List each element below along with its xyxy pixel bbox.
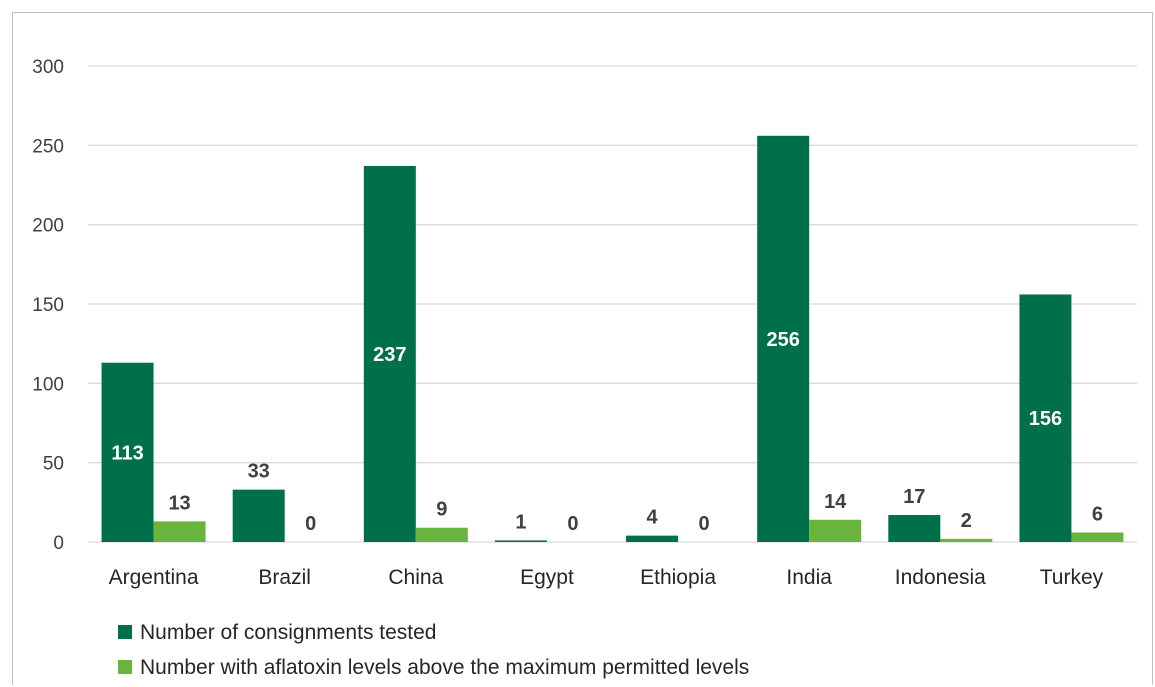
y-tick-label: 50 <box>43 454 64 475</box>
bar-argentina-series-2 <box>153 521 206 542</box>
data-label: 113 <box>111 442 143 464</box>
data-label: 6 <box>1092 503 1103 525</box>
data-label: 17 <box>903 486 925 508</box>
legend-swatch-1 <box>118 625 132 639</box>
bar-india-series-1 <box>757 135 810 542</box>
bar-egypt-series-1 <box>494 540 547 542</box>
y-axis: 0 50 100 150 200 250 300 <box>32 57 64 554</box>
data-label: 4 <box>647 507 659 529</box>
y-tick-label: 100 <box>32 374 64 395</box>
x-axis: Argentina Brazil China Egypt Ethiopia India In… <box>109 566 1104 589</box>
data-label: 0 <box>699 513 710 535</box>
y-tick-label: 200 <box>32 216 64 237</box>
bar-ethiopia-series-1 <box>626 535 679 542</box>
data-label: 237 <box>373 344 406 366</box>
data-labels: 113 13 33 0 237 9 1 0 4 0 256 14 17 2 156 6 <box>111 329 1103 535</box>
y-tick-label: 250 <box>32 136 64 157</box>
data-label: 9 <box>436 499 447 521</box>
data-label: 0 <box>305 513 316 535</box>
bar-china-series-2 <box>415 527 468 542</box>
data-label: 156 <box>1029 408 1062 430</box>
legend-label-2: Number with aflatoxin levels above the m… <box>140 656 749 679</box>
bar-turkey-series-2 <box>1071 532 1124 542</box>
bar-china-series-1 <box>363 165 416 542</box>
x-tick-label: Indonesia <box>895 566 986 589</box>
x-tick-label: Ethiopia <box>640 566 716 589</box>
y-tick-label: 0 <box>53 533 64 554</box>
legend-label-1: Number of consignments tested <box>140 621 436 644</box>
legend: Number of consignments tested Number with… <box>118 621 749 679</box>
x-tick-label: Brazil <box>258 566 311 589</box>
bar-argentina-series-1 <box>101 362 154 542</box>
x-tick-label: China <box>388 566 443 589</box>
data-label: 33 <box>248 461 270 483</box>
bar-india-series-2 <box>809 519 862 542</box>
data-label: 1 <box>515 511 526 533</box>
data-label: 13 <box>168 492 190 514</box>
x-tick-label: Turkey <box>1040 566 1104 589</box>
bar-brazil-series-1 <box>232 489 285 542</box>
x-tick-label: Egypt <box>520 566 574 589</box>
data-label: 14 <box>824 491 847 513</box>
x-tick-label: Argentina <box>109 566 199 589</box>
y-tick-label: 150 <box>32 295 64 316</box>
y-tick-label: 300 <box>32 57 64 78</box>
legend-swatch-2 <box>118 660 132 674</box>
data-label: 0 <box>567 513 578 535</box>
bar-indonesia-series-2 <box>940 538 993 542</box>
bars <box>101 135 1124 542</box>
chart-frame <box>12 12 1153 685</box>
bar-indonesia-series-1 <box>888 515 941 542</box>
data-label: 256 <box>767 329 800 351</box>
gridlines <box>88 65 1137 543</box>
bar-turkey-series-1 <box>1019 294 1072 542</box>
data-label: 2 <box>961 510 972 532</box>
x-tick-label: India <box>786 566 832 589</box>
